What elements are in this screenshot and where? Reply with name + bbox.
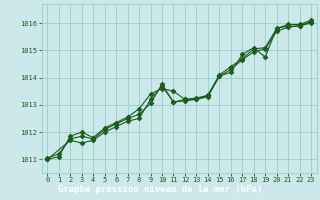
Text: Graphe pression niveau de la mer (hPa): Graphe pression niveau de la mer (hPa): [58, 185, 262, 194]
